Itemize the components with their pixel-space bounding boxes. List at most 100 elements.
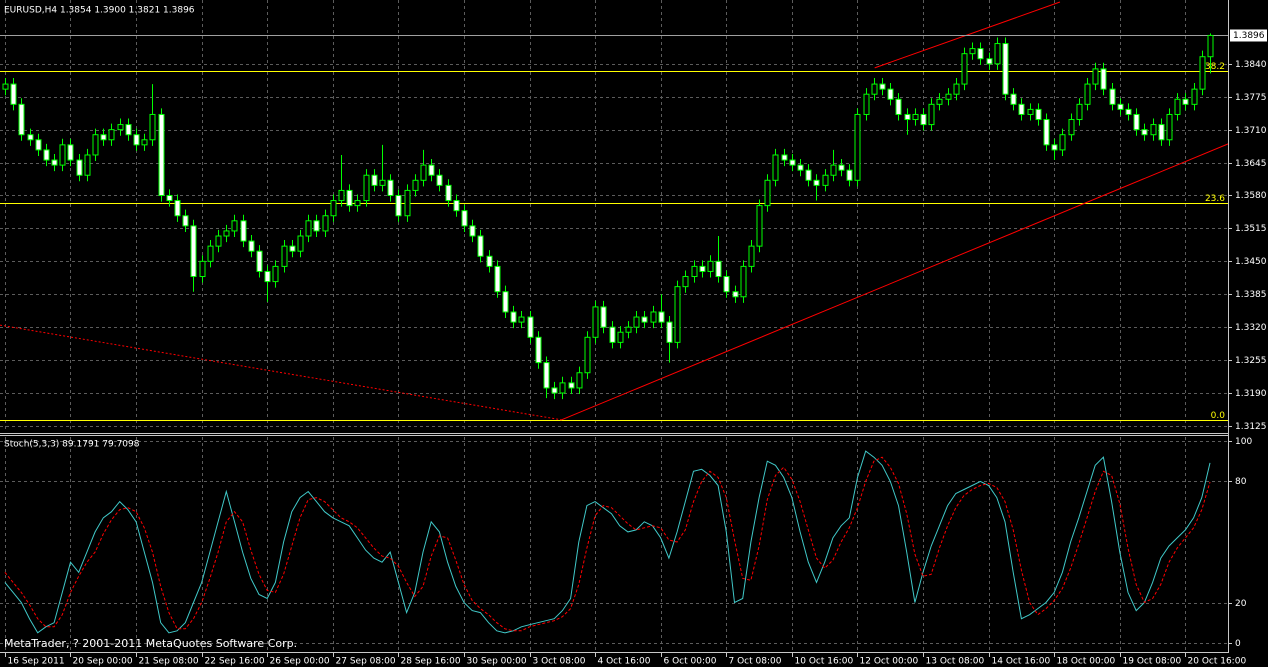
candle-body: [715, 260, 722, 278]
candle-body: [953, 83, 960, 95]
candle-body: [682, 276, 689, 288]
x-tick-label: 3 Oct 08:00: [533, 657, 586, 667]
candle-body: [108, 129, 115, 141]
candle-body: [895, 98, 902, 115]
candle-body: [1068, 119, 1075, 136]
candle-body: [240, 220, 247, 242]
indicator-line: [4, 456, 1211, 632]
indicator-line: [4, 450, 1211, 634]
candle-body: [617, 331, 624, 343]
x-tick-label: 4 Oct 16:00: [598, 657, 651, 667]
candle-body: [182, 215, 189, 227]
candle-body: [961, 53, 968, 85]
candle-body: [494, 265, 501, 293]
candle-body: [404, 189, 411, 217]
candle-body: [59, 144, 66, 166]
candle-body: [723, 276, 730, 293]
candle-body: [994, 43, 1001, 65]
candle-body: [272, 265, 279, 283]
y-tick-label: 1.3125: [1235, 422, 1267, 432]
candle-body: [797, 164, 804, 171]
candle-body: [149, 113, 156, 141]
candle-body: [371, 174, 378, 186]
level-label: 38.2: [1205, 62, 1225, 72]
x-tick-label: 20 Oct 16:00: [1188, 657, 1247, 667]
candle-body: [772, 154, 779, 181]
candle-body: [174, 200, 181, 217]
candle-body: [461, 210, 468, 227]
candle-body: [887, 88, 894, 100]
candle-body: [248, 240, 255, 252]
candle-body: [10, 83, 17, 105]
chart-title: EURUSD,H4 1.3854 1.3900 1.3821 1.3896: [4, 6, 195, 16]
level-label: 0.0: [1211, 411, 1226, 421]
candle-body: [35, 139, 42, 151]
candle-body: [379, 179, 386, 186]
candle-body: [969, 48, 976, 55]
candle-body: [936, 98, 943, 105]
x-tick-label: 13 Oct 08:00: [926, 657, 985, 667]
copyright: MetaTrader, ? 2001-2011 MetaQuotes Softw…: [4, 637, 297, 650]
candle-body: [576, 372, 583, 389]
x-tick-label: 21 Sep 08:00: [139, 657, 199, 667]
trend-line: [0, 324, 562, 421]
candle-body: [297, 235, 304, 252]
y-tick-label: 1.3840: [1235, 60, 1267, 70]
candle-body: [822, 174, 829, 186]
candle-body: [789, 159, 796, 166]
candle-body: [1174, 98, 1181, 115]
candle-body: [453, 200, 460, 212]
candle-body: [1027, 108, 1034, 115]
candle-body: [420, 164, 427, 181]
candle-body: [879, 83, 886, 90]
candle-body: [76, 159, 83, 176]
y-tick-label: 1.3775: [1235, 93, 1267, 103]
candle-body: [1166, 113, 1173, 141]
candle-body: [1010, 93, 1017, 105]
current-price-box: [1230, 29, 1267, 42]
candle-body: [559, 382, 566, 394]
candle-body: [650, 311, 657, 323]
candle-body: [871, 83, 878, 95]
trend-line: [561, 143, 1228, 421]
candle-body: [830, 164, 837, 176]
candle-body: [215, 235, 222, 247]
candle-body: [1100, 68, 1107, 90]
candle-body: [330, 200, 337, 217]
candle-body: [166, 194, 173, 202]
candle-body: [502, 291, 509, 313]
candle-body: [1043, 119, 1050, 146]
candle-body: [535, 336, 542, 364]
candle-body: [289, 245, 296, 252]
candle-body: [707, 260, 714, 272]
candle-body: [592, 306, 599, 338]
candle-body: [518, 316, 525, 323]
candle-body: [428, 164, 435, 176]
candle-body: [846, 169, 853, 181]
candle-body: [551, 387, 558, 394]
candle-body: [756, 205, 763, 247]
candle-body: [912, 113, 919, 121]
candle-body: [92, 134, 99, 156]
candle-body: [658, 311, 665, 323]
candle-body: [854, 113, 861, 181]
x-tick-label: 27 Sep 08:00: [336, 657, 396, 667]
y-tick-label: 1.3450: [1235, 257, 1267, 267]
candle-body: [781, 154, 788, 161]
x-tick-label: 14 Oct 16:00: [992, 657, 1051, 667]
candle-body: [625, 326, 632, 333]
candle-body: [977, 48, 984, 60]
candle-body: [641, 316, 648, 323]
candle-body: [584, 336, 591, 374]
candle-body: [920, 113, 927, 126]
x-tick-label: 30 Sep 00:00: [467, 657, 527, 667]
trend-line: [874, 1, 1061, 69]
candle-body: [674, 286, 681, 343]
candle-body: [1035, 108, 1042, 121]
candle-body: [805, 169, 812, 181]
candle-body: [1182, 98, 1189, 105]
candle-body: [27, 134, 34, 141]
x-tick-label: 16 Sep 2011: [8, 657, 65, 667]
y-tick-label: 1.3710: [1235, 126, 1267, 136]
